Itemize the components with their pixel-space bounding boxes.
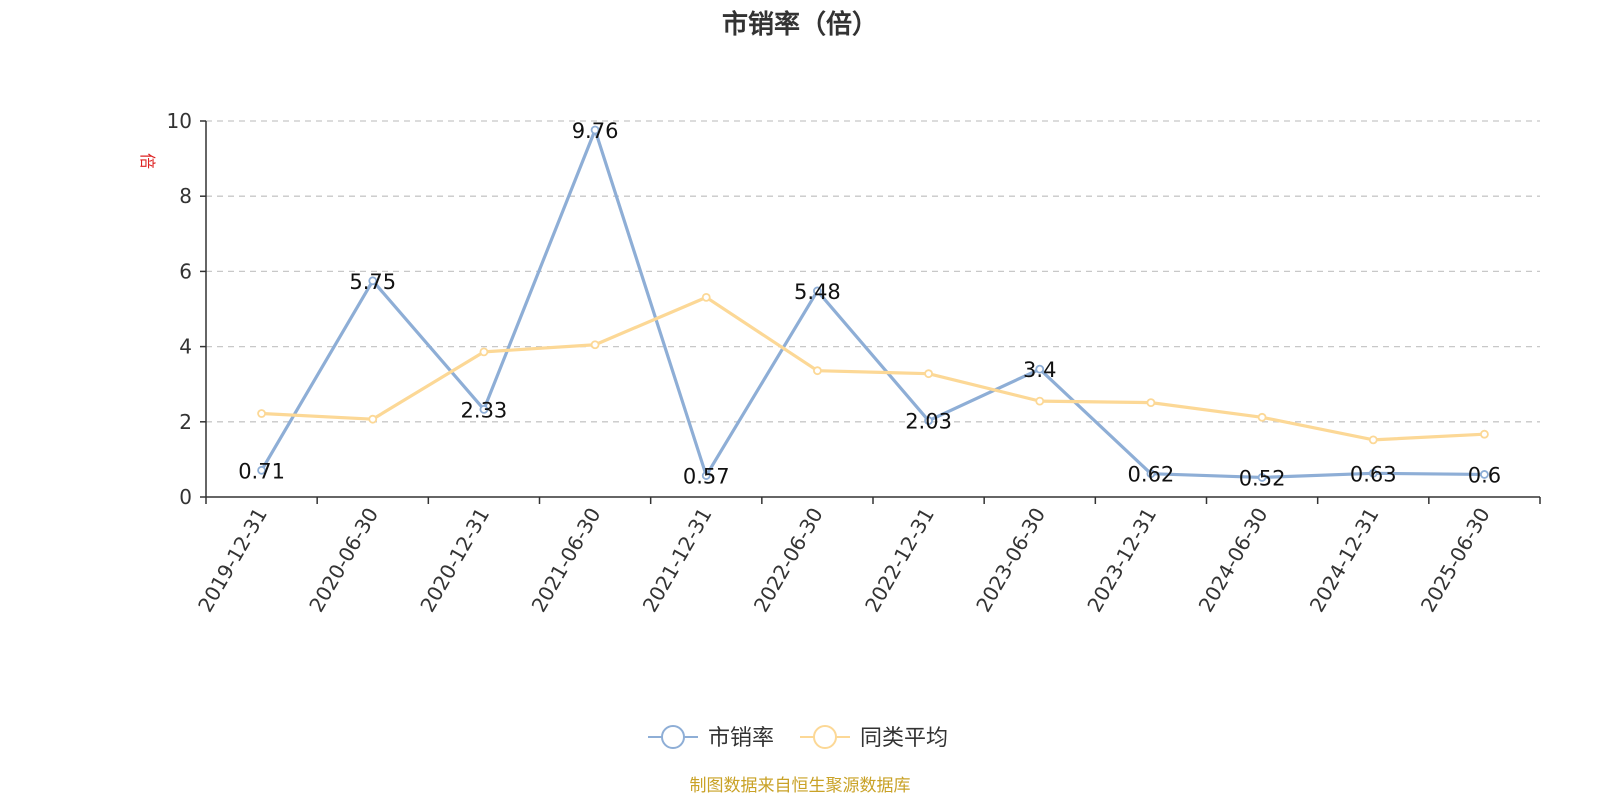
x-tick-label: 2024-12-31 [1305,504,1384,617]
x-tick-label: 2022-06-30 [749,504,828,617]
legend-marker-icon [661,725,685,749]
data-point [479,347,489,357]
data-point [1035,364,1045,374]
legend[interactable]: 市销率 同类平均 [648,725,948,751]
data-point [368,414,378,424]
legend-item-2[interactable]: 同类平均 [800,725,948,751]
data-point [701,292,711,302]
data-point [1035,396,1045,406]
y-tick-label: 2 [179,410,192,434]
data-point [701,471,711,480]
grid-lines [206,120,1540,423]
data-label: 0.62 [1128,463,1175,487]
y-tick-label: 6 [179,259,192,283]
data-point [590,125,600,135]
data-point [813,286,822,296]
data-point [368,276,378,286]
chart-title: 市销率（倍） [722,9,878,40]
data-label: 2.33 [461,398,508,422]
y-axis-unit-label: 倍 [138,153,157,169]
data-point [1146,398,1156,408]
y-tick-label: 8 [179,184,192,208]
data-point [813,366,822,376]
x-tick-label: 2020-06-30 [304,504,383,617]
data-label: 2.03 [905,410,952,434]
source-note: 制图数据来自恒生聚源数据库 [690,776,911,796]
data-label: 0.57 [683,465,730,489]
y-tick-label: 4 [179,335,192,359]
x-tick-label: 2020-12-31 [415,504,494,617]
legend-label: 同类平均 [860,726,948,751]
data-point [479,404,489,414]
data-label: 0.71 [238,459,285,483]
data-label: 5.75 [349,270,396,294]
data-label: 3.4 [1023,358,1056,382]
legend-label: 市销率 [708,726,774,751]
data-point [1146,469,1156,479]
data-label: 9.76 [572,119,619,143]
data-labels: 0.71 5.75 2.33 9.76 0.57 5.48 2.03 3.4 0.62 0.52 0… [238,119,1501,490]
data-point [1368,468,1378,478]
data-point [257,465,266,475]
legend-marker-icon [813,725,837,749]
y-tick-label: 0 [179,485,192,509]
series-line-2 [261,295,1485,442]
x-tick-label: 2023-12-31 [1082,504,1161,617]
data-label: 0.6 [1468,463,1501,487]
data-point [924,369,933,379]
data-point [924,416,933,426]
data-point [1368,435,1378,445]
series-line-1 [260,128,1485,480]
legend-item-1[interactable]: 市销率 [648,725,774,751]
x-tick-label: 2019-12-31 [193,504,272,617]
data-label: 0.52 [1239,466,1286,490]
y-tick-label: 10 [167,109,192,133]
data-point [1480,429,1489,439]
x-tick-label: 2021-06-30 [527,504,606,617]
data-label: 5.48 [794,280,841,304]
x-tick-label: 2024-06-30 [1194,504,1273,617]
data-point [1480,470,1489,479]
data-point [1257,473,1267,482]
x-tick-label: 2022-12-31 [860,504,939,617]
data-label: 0.63 [1350,462,1397,486]
data-point [590,340,600,350]
series-layer [257,125,1489,482]
axes: 0 2 4 6 8 10 2019-12-31 2020-06-30 2020-12-31 202… [167,109,1541,617]
data-point [257,409,266,418]
x-tick-label: 2023-06-30 [971,504,1050,617]
data-point [1257,412,1267,422]
x-tick-label: 2025-06-30 [1416,504,1495,617]
x-tick-label: 2021-12-31 [638,504,717,617]
